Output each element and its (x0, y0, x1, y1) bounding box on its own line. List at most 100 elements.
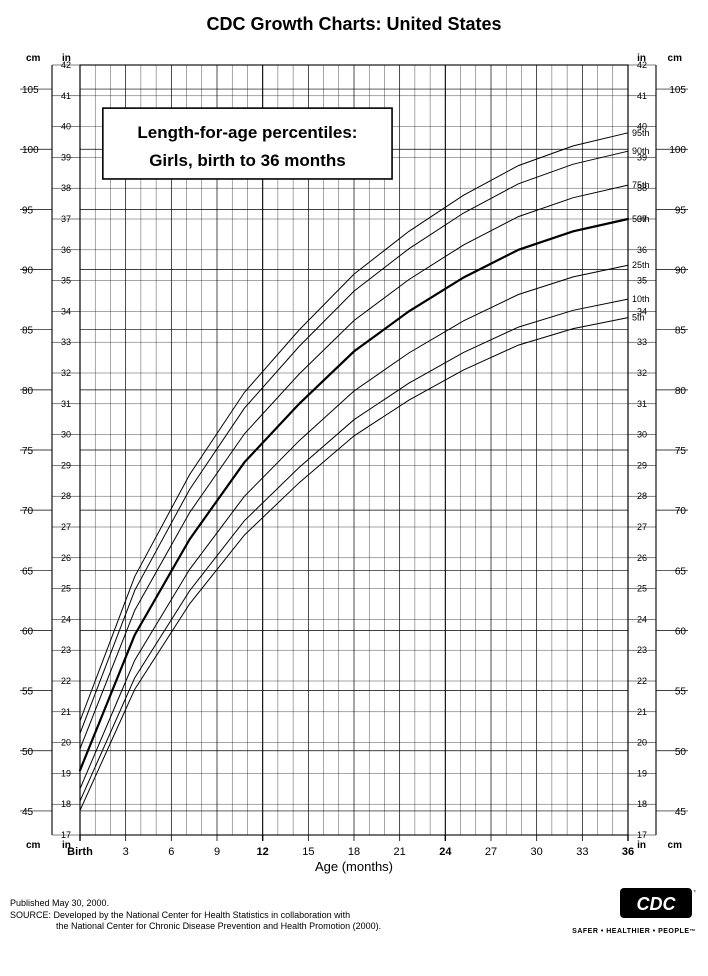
svg-text:30: 30 (531, 846, 543, 858)
svg-text:3: 3 (123, 846, 129, 858)
svg-text:105: 105 (669, 85, 686, 96)
svg-text:95: 95 (22, 205, 34, 216)
svg-text:65: 65 (22, 566, 34, 577)
svg-text:19: 19 (637, 768, 647, 778)
page-title: CDC Growth Charts: United States (0, 0, 708, 45)
svg-text:20: 20 (637, 738, 647, 748)
svg-text:60: 60 (22, 626, 34, 637)
svg-text:27: 27 (637, 522, 647, 532)
svg-text:100: 100 (22, 145, 39, 156)
svg-text:31: 31 (61, 399, 71, 409)
chart-container: 1717181819192020212122222323242425252626… (0, 45, 708, 890)
svg-text:22: 22 (637, 676, 647, 686)
svg-text:26: 26 (61, 553, 71, 563)
svg-text:36: 36 (637, 245, 647, 255)
svg-text:25: 25 (637, 584, 647, 594)
svg-text:50th: 50th (632, 214, 650, 224)
svg-text:21: 21 (637, 707, 647, 717)
svg-text:in: in (62, 53, 71, 64)
svg-text:41: 41 (637, 91, 647, 101)
svg-text:90: 90 (675, 266, 687, 277)
svg-text:36: 36 (622, 846, 634, 858)
svg-text:23: 23 (61, 645, 71, 655)
svg-text:35: 35 (61, 276, 71, 286)
svg-text:75th: 75th (632, 180, 650, 190)
cdc-tagline: SAFER • HEALTHIER • PEOPLE™ (572, 927, 696, 937)
svg-text:41: 41 (61, 91, 71, 101)
growth-chart: 1717181819192020212122222323242425252626… (0, 45, 708, 885)
svg-text:in: in (637, 840, 646, 851)
svg-text:17: 17 (61, 830, 71, 840)
footer-logo-block: CDC ™ SAFER • HEALTHIER • PEOPLE™ (572, 888, 696, 937)
svg-text:35: 35 (637, 276, 647, 286)
svg-text:105: 105 (22, 85, 39, 96)
svg-text:37: 37 (61, 214, 71, 224)
svg-text:40: 40 (61, 122, 71, 132)
svg-text:18: 18 (348, 846, 360, 858)
svg-text:24: 24 (439, 846, 452, 858)
svg-text:80: 80 (22, 386, 34, 397)
svg-text:Length-for-age percentiles:: Length-for-age percentiles: (137, 123, 357, 142)
svg-text:17: 17 (637, 830, 647, 840)
svg-text:33: 33 (61, 337, 71, 347)
cdc-logo-icon: CDC ™ (620, 888, 696, 926)
svg-text:70: 70 (675, 506, 687, 517)
svg-text:Age (months): Age (months) (315, 859, 393, 874)
svg-text:CDC: CDC (637, 894, 677, 914)
svg-text:cm: cm (26, 53, 41, 64)
svg-text:90th: 90th (632, 146, 650, 156)
svg-text:33: 33 (637, 337, 647, 347)
svg-text:19: 19 (61, 768, 71, 778)
svg-text:65: 65 (675, 566, 687, 577)
svg-text:90: 90 (22, 266, 34, 277)
svg-text:85: 85 (22, 326, 34, 337)
svg-text:32: 32 (637, 368, 647, 378)
svg-text:25: 25 (61, 584, 71, 594)
svg-text:cm: cm (668, 840, 683, 851)
svg-text:™: ™ (693, 889, 696, 896)
svg-text:85: 85 (675, 326, 687, 337)
svg-text:29: 29 (61, 460, 71, 470)
svg-text:39: 39 (61, 152, 71, 162)
svg-text:45: 45 (22, 807, 34, 818)
svg-text:Girls, birth to 36 months: Girls, birth to 36 months (149, 151, 345, 170)
svg-text:5th: 5th (632, 313, 645, 323)
svg-text:28: 28 (637, 491, 647, 501)
svg-text:9: 9 (214, 846, 220, 858)
svg-text:23: 23 (637, 645, 647, 655)
svg-text:in: in (637, 53, 646, 64)
svg-text:Birth: Birth (67, 846, 93, 858)
svg-text:55: 55 (675, 687, 687, 698)
page: CDC Growth Charts: United States 17 17 18 1… (0, 0, 708, 943)
svg-text:50: 50 (22, 747, 34, 758)
svg-text:27: 27 (485, 846, 497, 858)
svg-text:10th: 10th (632, 294, 650, 304)
svg-text:33: 33 (576, 846, 588, 858)
svg-text:70: 70 (22, 506, 34, 517)
svg-text:55: 55 (22, 687, 34, 698)
svg-text:95: 95 (675, 205, 687, 216)
footer: Published May 30, 2000. SOURCE: Develope… (0, 890, 708, 943)
svg-text:32: 32 (61, 368, 71, 378)
svg-text:30: 30 (61, 430, 71, 440)
svg-text:60: 60 (675, 626, 687, 637)
svg-text:100: 100 (669, 145, 686, 156)
svg-text:45: 45 (675, 807, 687, 818)
svg-text:25th: 25th (632, 260, 650, 270)
svg-text:34: 34 (61, 306, 71, 316)
svg-text:12: 12 (257, 846, 269, 858)
svg-text:31: 31 (637, 399, 647, 409)
svg-text:21: 21 (394, 846, 406, 858)
svg-text:75: 75 (22, 446, 34, 457)
svg-text:29: 29 (637, 460, 647, 470)
svg-text:24: 24 (637, 614, 647, 624)
svg-text:cm: cm (26, 840, 41, 851)
svg-text:26: 26 (637, 553, 647, 563)
svg-text:95th: 95th (632, 128, 650, 138)
svg-text:cm: cm (668, 53, 683, 64)
svg-text:50: 50 (675, 747, 687, 758)
svg-text:24: 24 (61, 614, 71, 624)
svg-text:28: 28 (61, 491, 71, 501)
svg-text:20: 20 (61, 738, 71, 748)
svg-text:21: 21 (61, 707, 71, 717)
